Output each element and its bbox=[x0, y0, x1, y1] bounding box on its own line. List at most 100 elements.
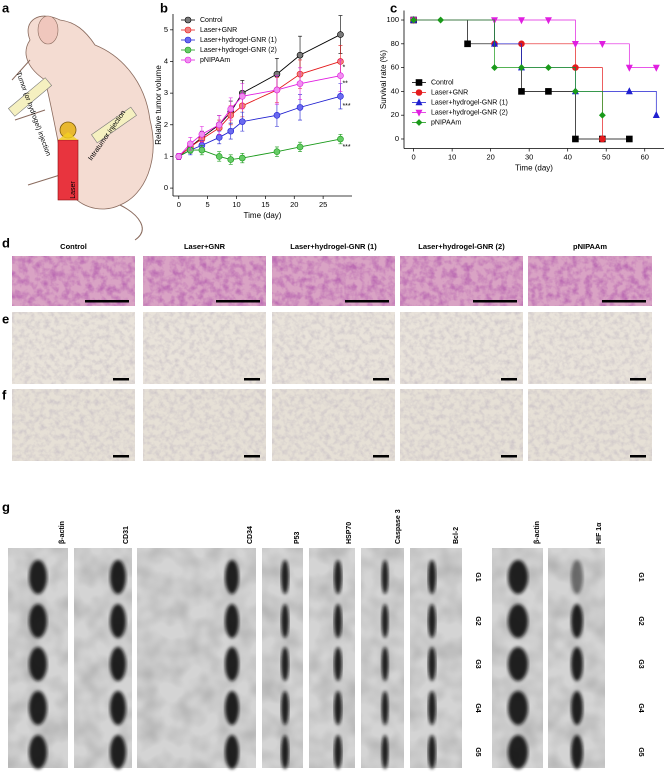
marker bbox=[652, 111, 660, 118]
x-tick-label: 60 bbox=[641, 152, 649, 161]
marker bbox=[625, 64, 633, 72]
scale-bar bbox=[113, 378, 129, 381]
marker bbox=[187, 140, 194, 148]
panel-label: a bbox=[2, 0, 10, 15]
legend-marker bbox=[184, 56, 192, 64]
panel-labels: a b c d e f g bbox=[2, 0, 397, 514]
lane-label: G3 bbox=[637, 659, 644, 668]
micrograph-texture bbox=[12, 256, 135, 306]
blot-label: P53 bbox=[294, 531, 301, 544]
marker bbox=[599, 135, 606, 143]
marker bbox=[215, 121, 223, 129]
marker bbox=[337, 72, 344, 80]
histology: Control Laser+GNR Laser+hydrogel-GNR (1) La… bbox=[12, 242, 652, 461]
blot-label: HSP70 bbox=[346, 522, 353, 544]
band bbox=[571, 647, 583, 681]
scale-bar bbox=[630, 378, 646, 381]
band bbox=[29, 691, 47, 725]
blot-texture bbox=[410, 548, 462, 768]
blot-label: β-actin bbox=[59, 521, 66, 544]
band bbox=[225, 647, 239, 681]
band bbox=[29, 604, 47, 638]
marker bbox=[296, 80, 304, 87]
band bbox=[281, 691, 289, 725]
significance: * bbox=[342, 64, 345, 71]
scale-bar bbox=[216, 300, 260, 303]
column-title: Laser+GNR bbox=[184, 242, 226, 251]
marker bbox=[598, 111, 606, 119]
legend-marker bbox=[184, 16, 192, 24]
micrograph-texture bbox=[143, 389, 266, 461]
marker bbox=[652, 64, 660, 72]
band bbox=[571, 735, 583, 769]
micrograph-texture bbox=[272, 389, 395, 461]
step-line bbox=[413, 19, 657, 68]
band bbox=[571, 604, 583, 638]
legend-marker bbox=[415, 89, 423, 96]
panel-label: f bbox=[2, 387, 7, 402]
panel-label: c bbox=[390, 0, 397, 15]
lane-label: G4 bbox=[637, 703, 644, 712]
micrograph-texture bbox=[528, 389, 652, 461]
band bbox=[110, 604, 126, 638]
band bbox=[225, 735, 239, 769]
band bbox=[281, 604, 289, 638]
column-title: Control bbox=[60, 242, 87, 251]
marker bbox=[464, 40, 471, 48]
scale-bar bbox=[244, 455, 260, 458]
band bbox=[508, 735, 528, 769]
band bbox=[381, 604, 389, 638]
y-tick-label: 5 bbox=[164, 25, 168, 34]
scale-bar bbox=[473, 300, 517, 303]
band bbox=[334, 560, 342, 594]
legend-marker bbox=[184, 46, 192, 54]
band bbox=[110, 647, 126, 681]
legend-label: Control bbox=[200, 17, 223, 24]
scale-bar bbox=[244, 378, 260, 381]
legend-label: Laser+hydrogel-GNR (2) bbox=[200, 47, 277, 54]
marker bbox=[598, 41, 606, 48]
x-tick-label: 10 bbox=[232, 200, 240, 209]
marker bbox=[571, 87, 579, 95]
blot-label: Bcl-2 bbox=[453, 527, 460, 544]
micrograph-texture bbox=[400, 256, 523, 306]
band bbox=[381, 560, 389, 594]
band bbox=[334, 604, 342, 638]
blot-label: HIF 1α bbox=[596, 522, 603, 544]
y-tick-label: 100 bbox=[386, 15, 399, 24]
x-tick-label: 25 bbox=[319, 200, 327, 209]
x-tick-label: 5 bbox=[206, 200, 210, 209]
column-title: pNIPAAm bbox=[573, 242, 607, 251]
legend-marker bbox=[184, 26, 192, 34]
marker bbox=[227, 156, 235, 163]
marker bbox=[238, 92, 246, 100]
micrograph-texture bbox=[272, 312, 395, 384]
band bbox=[428, 560, 436, 594]
marker bbox=[571, 41, 579, 48]
y-tick-label: 0 bbox=[164, 183, 168, 192]
x-tick-label: 50 bbox=[602, 152, 610, 161]
x-tick-label: 20 bbox=[290, 200, 298, 209]
micrograph-texture bbox=[528, 256, 652, 306]
marker bbox=[198, 130, 206, 138]
marker bbox=[238, 154, 246, 162]
legend-marker bbox=[415, 79, 423, 86]
scale-bar bbox=[85, 300, 129, 303]
band bbox=[225, 604, 239, 638]
scale-bar bbox=[602, 300, 646, 303]
scale-bar bbox=[373, 455, 389, 458]
marker bbox=[625, 87, 633, 95]
band bbox=[571, 691, 583, 725]
marker bbox=[437, 16, 445, 24]
lane-label: G1 bbox=[474, 572, 481, 581]
band bbox=[281, 560, 289, 594]
scale-bar bbox=[630, 455, 646, 458]
band bbox=[225, 560, 239, 594]
legend-label: pNIPAAm bbox=[200, 57, 230, 64]
column-title: Laser+hydrogel-GNR (2) bbox=[418, 242, 505, 251]
step-line bbox=[413, 19, 603, 116]
scale-bar bbox=[501, 378, 517, 381]
marker bbox=[296, 143, 304, 151]
band bbox=[508, 691, 528, 725]
marker bbox=[545, 64, 552, 72]
